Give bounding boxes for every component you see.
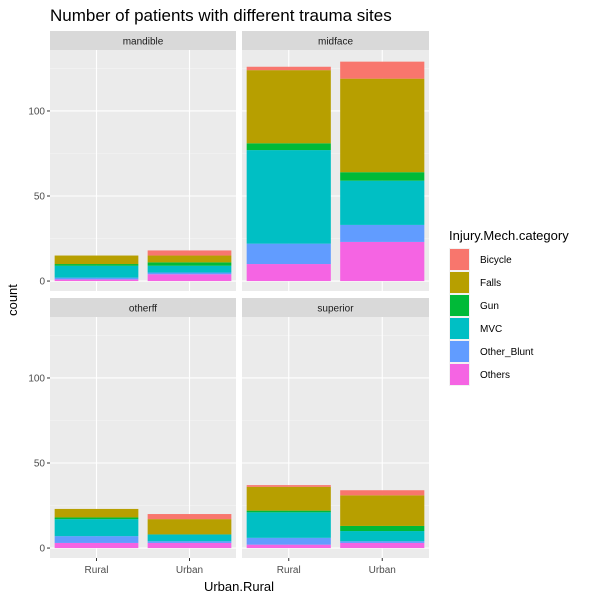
bar-segment-midface-urban-falls xyxy=(340,78,425,173)
y-tick-label: 100 xyxy=(28,373,45,384)
facet-panel-otherff: otherff xyxy=(50,298,236,558)
bar-segment-superior-urban-falls xyxy=(340,495,425,526)
bar-segment-otherff-urban-others xyxy=(147,542,232,549)
legend-item-others: Others xyxy=(449,363,510,386)
legend-label: MVC xyxy=(480,324,502,335)
bar-segment-midface-urban-bicycle xyxy=(340,61,425,79)
y-tick-label: 50 xyxy=(34,459,46,470)
bar-segment-mandible-rural-falls xyxy=(54,255,139,265)
bar-segment-otherff-rural-falls xyxy=(54,508,139,518)
facet-panel-midface: midface xyxy=(242,31,429,291)
bar-segment-superior-rural-bicycle xyxy=(246,485,331,487)
x-tick-label-urban: Urban xyxy=(369,565,396,576)
facet-panel-superior: superior xyxy=(242,298,429,558)
bar-segment-superior-urban-other-blunt xyxy=(340,541,425,543)
bar-segment-mandible-urban-bicycle xyxy=(147,250,232,256)
y-tick-label: 50 xyxy=(34,192,46,203)
facet-strip xyxy=(242,31,429,50)
bar-segment-mandible-rural-other-blunt xyxy=(54,277,139,280)
bar-segment-otherff-urban-mvc xyxy=(147,534,232,542)
bar-segment-midface-rural-mvc xyxy=(246,150,331,244)
legend: Injury.Mech.category Bicycle Falls Gun MVC O… xyxy=(449,228,569,386)
bar-segment-superior-urban-mvc xyxy=(340,531,425,542)
x-axis-title: Urban.Rural xyxy=(204,579,274,594)
bar-segment-superior-urban-gun xyxy=(340,525,425,532)
bar-segment-midface-rural-bicycle xyxy=(246,66,331,71)
bar-segment-mandible-urban-gun xyxy=(147,262,232,266)
legend-title: Injury.Mech.category xyxy=(449,228,569,243)
legend-item-falls: Falls xyxy=(449,271,501,294)
bar-segment-mandible-urban-other-blunt xyxy=(147,272,232,275)
bar-segment-superior-urban-others xyxy=(340,542,425,549)
bar-segment-otherff-rural-other-blunt xyxy=(54,536,139,543)
legend-swatch xyxy=(450,364,469,385)
facet-strip-label: otherff xyxy=(129,304,157,315)
bar-segment-midface-rural-gun xyxy=(246,143,331,151)
bar-segment-otherff-rural-mvc xyxy=(54,519,139,537)
bar-segment-mandible-rural-gun xyxy=(54,264,139,266)
facet-strip xyxy=(242,298,429,317)
legend-item-mvc: MVC xyxy=(449,317,502,340)
facet-panel-mandible: mandible xyxy=(50,31,236,291)
bar-segment-mandible-urban-mvc xyxy=(147,265,232,273)
legend-label: Others xyxy=(480,370,510,381)
y-axis-title: count xyxy=(5,284,20,316)
bar-segment-otherff-urban-bicycle xyxy=(147,514,232,520)
facet-panels: mandible midface otherff superior xyxy=(50,31,429,558)
bar-segment-otherff-urban-other-blunt xyxy=(147,541,232,543)
y-tick-label: 0 xyxy=(39,544,45,555)
bar-segment-mandible-rural-mvc xyxy=(54,265,139,278)
y-axis-ticks: 0 50 100 0 50 100 xyxy=(28,106,50,555)
bar-segment-mandible-urban-others xyxy=(147,274,232,282)
bar-segment-superior-rural-others xyxy=(246,544,331,549)
facet-strip-label: midface xyxy=(318,37,353,48)
x-axis-ticks: Rural Urban Rural Urban xyxy=(85,558,396,576)
legend-swatch xyxy=(450,318,469,339)
legend-item-gun: Gun xyxy=(449,294,499,317)
facet-strip-label: superior xyxy=(317,304,354,315)
bar-segment-midface-rural-other-blunt xyxy=(246,243,331,265)
bar-segment-otherff-rural-gun xyxy=(54,517,139,520)
bar-segment-otherff-urban-falls xyxy=(147,519,232,535)
legend-item-other-blunt: Other_Blunt xyxy=(449,340,534,363)
bar-segment-mandible-rural-others xyxy=(54,279,139,282)
legend-item-bicycle: Bicycle xyxy=(449,248,512,271)
bar-segment-midface-rural-others xyxy=(246,264,331,282)
facet-strip-label: mandible xyxy=(123,37,164,48)
bar-segment-midface-urban-others xyxy=(340,241,425,282)
legend-swatch xyxy=(450,249,469,270)
legend-swatch xyxy=(450,272,469,293)
bar-segment-superior-rural-other-blunt xyxy=(246,537,331,545)
y-tick-label: 0 xyxy=(39,277,45,288)
legend-swatch xyxy=(450,295,469,316)
x-tick-label-rural: Rural xyxy=(277,565,301,576)
facet-strip xyxy=(50,31,236,50)
legend-label: Bicycle xyxy=(480,255,512,266)
y-tick-label: 100 xyxy=(28,106,45,117)
bar-segment-superior-urban-bicycle xyxy=(340,490,425,496)
bar-segment-midface-rural-falls xyxy=(246,70,331,144)
bar-segment-superior-rural-falls xyxy=(246,486,331,511)
legend-label: Falls xyxy=(480,278,501,289)
x-tick-label-rural: Rural xyxy=(85,565,109,576)
legend-label: Gun xyxy=(480,301,499,312)
bar-segment-otherff-rural-others xyxy=(54,542,139,549)
legend-swatch xyxy=(450,341,469,362)
bar-segment-midface-urban-gun xyxy=(340,172,425,181)
bar-segment-superior-rural-gun xyxy=(246,510,331,513)
legend-label: Other_Blunt xyxy=(480,347,534,358)
bar-segment-midface-urban-mvc xyxy=(340,180,425,225)
x-tick-label-urban: Urban xyxy=(176,565,203,576)
bar-segment-superior-rural-mvc xyxy=(246,512,331,538)
chart-title: Number of patients with different trauma… xyxy=(50,6,392,25)
bar-segment-mandible-urban-falls xyxy=(147,255,232,263)
facet-strip xyxy=(50,298,236,317)
bar-segment-midface-urban-other-blunt xyxy=(340,224,425,242)
